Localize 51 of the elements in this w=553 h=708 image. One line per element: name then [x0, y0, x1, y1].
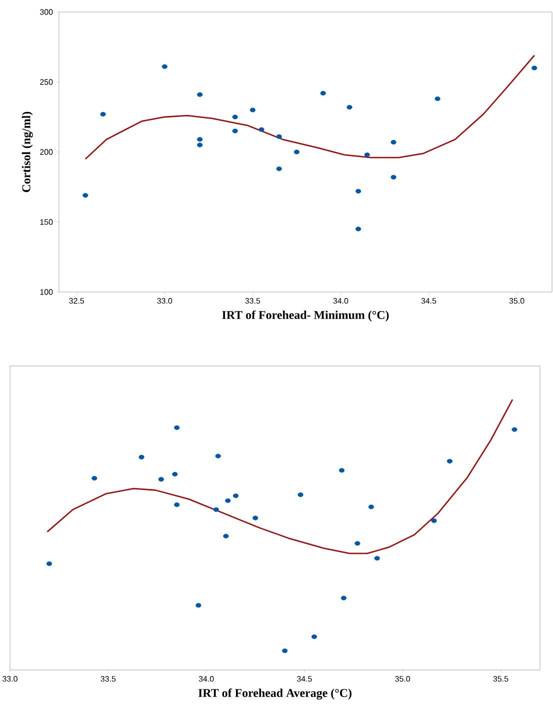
point	[250, 108, 256, 112]
x-axis-title: IRT of Forehead- Minimum (°C)	[222, 310, 389, 322]
point	[232, 494, 239, 498]
point	[232, 114, 238, 120]
point	[354, 541, 360, 546]
point	[46, 561, 52, 566]
point	[311, 634, 318, 640]
point	[532, 66, 538, 70]
point	[223, 534, 229, 538]
point	[172, 472, 178, 476]
point	[100, 112, 106, 116]
point	[158, 477, 164, 482]
point	[356, 226, 362, 232]
point	[512, 427, 518, 432]
point	[390, 174, 396, 180]
point	[138, 454, 144, 460]
point	[232, 128, 238, 134]
point	[390, 140, 396, 144]
point	[276, 166, 282, 172]
point	[374, 556, 380, 561]
point	[338, 468, 345, 473]
point	[196, 603, 202, 608]
x-axis-title: IRT of Forehead Average (°C)	[198, 688, 352, 700]
point	[258, 127, 264, 132]
point	[197, 137, 203, 142]
point	[320, 90, 326, 96]
y-axis-title: Cortisol (ng/ml)	[22, 112, 33, 192]
point	[252, 516, 258, 520]
point	[197, 142, 203, 148]
point	[340, 596, 347, 600]
point	[298, 492, 304, 498]
point	[162, 64, 168, 69]
line-series	[84, 54, 536, 160]
point	[434, 96, 440, 102]
point	[364, 152, 370, 158]
point	[356, 188, 362, 194]
point	[82, 193, 88, 198]
point	[225, 498, 231, 503]
point	[197, 92, 203, 97]
point	[431, 518, 437, 523]
point	[92, 476, 98, 481]
point	[294, 150, 300, 154]
point	[446, 458, 453, 464]
point	[368, 504, 374, 510]
point	[174, 425, 180, 430]
point	[213, 507, 219, 512]
point	[215, 454, 221, 458]
point	[174, 502, 180, 508]
point	[276, 134, 282, 139]
point	[282, 648, 288, 654]
point	[346, 104, 352, 110]
